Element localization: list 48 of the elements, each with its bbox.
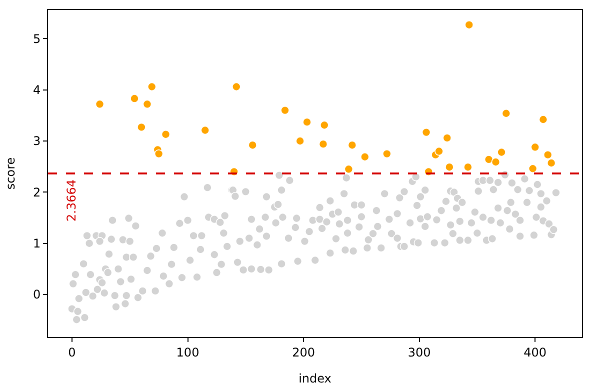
point	[142, 100, 152, 109]
point	[280, 106, 290, 115]
point	[484, 155, 494, 164]
point	[302, 118, 312, 126]
point	[422, 128, 431, 137]
point	[154, 149, 164, 158]
y-tick-label: 4	[32, 83, 41, 98]
x-tick-label: 0	[68, 345, 76, 360]
point	[528, 164, 538, 174]
point	[497, 148, 506, 157]
ref-line-label: 2.3664	[64, 179, 79, 222]
point	[161, 130, 170, 139]
y-tick-label: 1	[32, 236, 41, 251]
x-tick-label: 300	[408, 345, 431, 360]
point	[382, 149, 392, 158]
y-tick-label: 3	[32, 134, 41, 148]
y-axis-title: score	[3, 157, 18, 190]
point	[491, 158, 500, 166]
point	[442, 134, 452, 142]
point	[530, 142, 540, 152]
point	[232, 82, 241, 92]
y-tick-label: 5	[32, 32, 41, 46]
point	[95, 100, 104, 109]
x-tick-label: 100	[176, 345, 200, 360]
y-tick-label: 0	[32, 288, 41, 302]
point	[137, 122, 146, 132]
point	[344, 164, 354, 174]
point	[248, 140, 257, 150]
x-axis-title: index	[298, 371, 332, 386]
point	[147, 82, 156, 92]
point	[543, 150, 552, 160]
point	[445, 162, 454, 172]
point	[348, 140, 357, 150]
y-tick-label: 2	[32, 185, 41, 200]
point	[360, 152, 370, 162]
point	[130, 94, 139, 103]
point	[296, 136, 304, 146]
point	[546, 158, 556, 168]
point	[502, 108, 511, 118]
point	[538, 115, 548, 124]
point	[200, 126, 210, 135]
point	[320, 120, 329, 130]
point	[318, 140, 328, 148]
x-tick-label: 200	[292, 345, 315, 360]
point	[464, 162, 472, 172]
point	[434, 146, 444, 156]
x-tick-label: 400	[524, 345, 547, 360]
point	[464, 20, 474, 30]
